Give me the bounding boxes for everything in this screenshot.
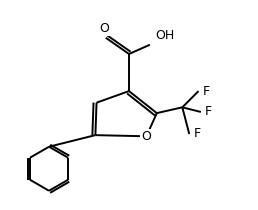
Text: O: O <box>100 22 110 35</box>
Text: O: O <box>141 130 151 143</box>
Text: F: F <box>194 127 200 140</box>
Text: F: F <box>203 85 210 98</box>
Text: OH: OH <box>156 29 175 42</box>
Text: F: F <box>205 105 212 118</box>
